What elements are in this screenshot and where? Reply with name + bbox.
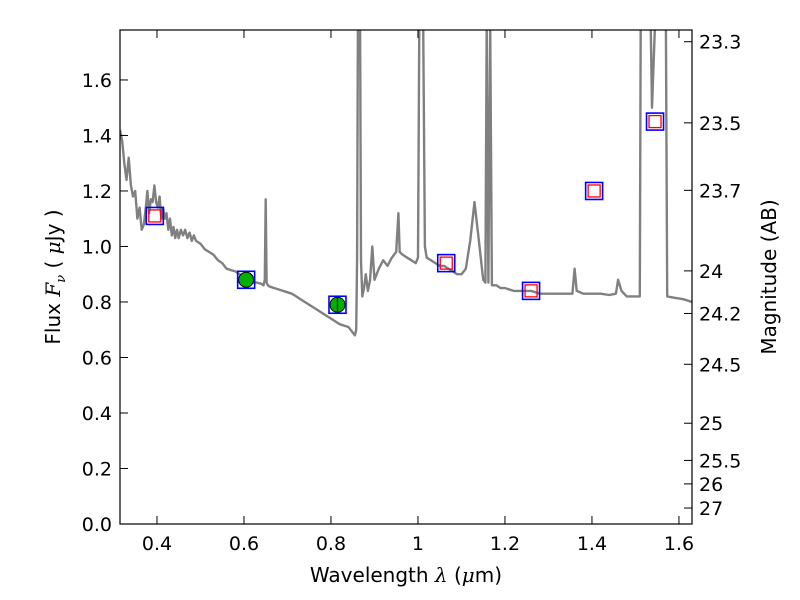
magnitude-tick-label: 23.7: [699, 180, 741, 202]
magnitude-tick-label: 23.5: [699, 113, 741, 135]
magnitude-tick-label: 24.5: [699, 354, 741, 376]
model-point: [521, 281, 541, 301]
synthetic-point: [524, 284, 538, 298]
y-tick-label: 0.0: [82, 514, 112, 536]
y-tick-label: 0.8: [82, 292, 112, 314]
magnitude-tick-label: 26: [699, 474, 723, 496]
x-tick-label: 1.2: [490, 533, 520, 555]
y-tick-label: 1.6: [82, 70, 112, 92]
x-axis: 0.4 0.6 0.8 1 1.2 1.4 1.6: [142, 30, 694, 555]
x-tick-label: 1.6: [664, 533, 694, 555]
magnitude-tick-label: 24: [699, 261, 723, 283]
model-point: [436, 253, 456, 273]
spectrum-layer: [120, 30, 692, 337]
magnitude-tick-label: 27: [699, 498, 723, 520]
x-tick-label: 1.4: [577, 533, 607, 555]
magnitude-axis-label: Magnitude (AB): [757, 199, 781, 354]
photometry-layer: [145, 112, 665, 315]
x-axis-label: Wavelength λ (μm): [310, 563, 502, 587]
magnitude-tick-label: 23.3: [699, 32, 741, 54]
synthetic-point: [587, 184, 601, 198]
synthetic-point: [648, 114, 662, 129]
model-point: [584, 181, 604, 201]
y-tick-label: 1.0: [82, 236, 112, 258]
x-tick-label: 0.4: [142, 533, 172, 555]
y-tick-label: 0.2: [82, 458, 112, 480]
model-point: [645, 112, 665, 131]
measured-point: [238, 271, 255, 288]
y-tick-label: 0.4: [82, 403, 112, 425]
y-tick-label: 1.4: [82, 125, 112, 147]
magnitude-tick-label: 25.5: [699, 450, 741, 472]
spectrum-line: [120, 30, 692, 337]
x-tick-label: 0.8: [316, 533, 346, 555]
y-tick-label: 1.2: [82, 181, 112, 203]
model-point: [236, 270, 256, 290]
x-tick-label: 0.6: [229, 533, 259, 555]
plot-frame: [119, 29, 693, 525]
y-axis: 0.0 0.2 0.4 0.6 0.8 1.0 1.2 1.4 1.6: [82, 70, 128, 536]
model-point: [145, 206, 165, 226]
model-point: [328, 295, 347, 315]
synthetic-point: [148, 209, 162, 223]
y-tick-label: 0.6: [82, 347, 112, 369]
magnitude-tick-label: 25: [699, 413, 723, 435]
magnitude-tick-label: 24.2: [699, 303, 741, 325]
x-tick-label: 1: [412, 533, 424, 555]
synthetic-point: [439, 256, 453, 270]
y-axis-label: Flux Fν ( μJy ): [41, 209, 69, 344]
